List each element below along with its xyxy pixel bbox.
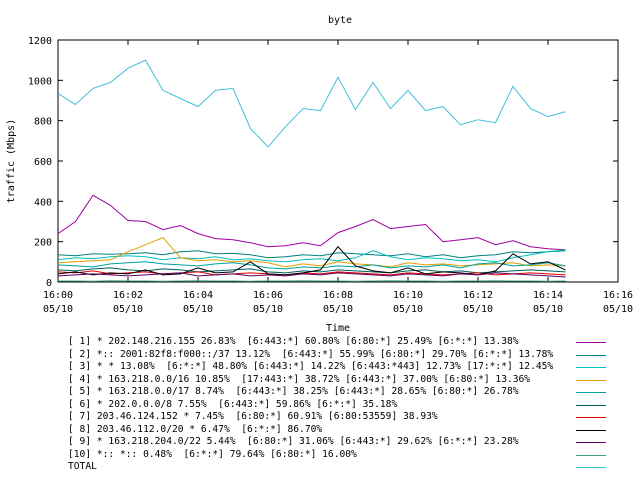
legend-swatch: [576, 367, 606, 368]
legend-swatch: [576, 404, 606, 406]
y-axis-label: traffic (Mbps): [6, 119, 17, 203]
legend-label: [ 4] * 163.218.0.0/16 10.85% [17:443:*] …: [68, 373, 531, 385]
legend-label: [ 3] * * 13.08% [6:*:*] 48.80% [6:443:*]…: [68, 361, 554, 372]
y-tick-label: 1000: [28, 76, 52, 87]
x-tick-label-date: 05/10: [183, 304, 213, 315]
legend: [ 1] * 202.148.216.155 26.83% [6:443:*] …: [68, 336, 638, 474]
y-tick-label: 200: [34, 238, 52, 249]
x-tick-label-time: 16:10: [393, 290, 423, 301]
x-tick-label-time: 16:06: [253, 290, 283, 301]
series-line-1: [57, 194, 566, 251]
legend-label: [ 7] 203.46.124.152 * 7.45% [6:80:*] 60.…: [68, 411, 438, 422]
x-tick-label-date: 05/10: [393, 304, 423, 315]
series-line-3: [57, 249, 566, 263]
legend-swatch: [576, 354, 606, 356]
series-line-2: [57, 250, 566, 259]
legend-entry: [ 4] * 163.218.0.0/16 10.85% [17:443:*] …: [68, 374, 638, 387]
series-line-7: [57, 270, 566, 276]
x-tick-label-date: 05/10: [43, 304, 73, 315]
legend-entry: [ 9] * 163.218.204.0/22 5.44% [6:80:*] 3…: [68, 436, 638, 449]
x-tick-label-time: 16:02: [113, 290, 143, 301]
legend-entry: [10] *:: *:: 0.48% [6:*:*] 79.64% [6:80:…: [68, 449, 638, 462]
legend-label: [ 8] 203.46.112.0/20 * 6.47% [6:*:*] 86.…: [68, 423, 323, 435]
series-lines: [57, 59, 566, 282]
traffic-chart: byte traffic (Mbps) Time 0 200 400 600 800 10…: [6, 15, 633, 334]
chart-title: byte: [328, 15, 352, 26]
legend-entry: [ 2] *:: 2001:82f8:f000::/37 13.12% [6:4…: [68, 349, 638, 362]
legend-swatch: [576, 442, 606, 443]
legend-label: TOTAL: [68, 461, 97, 472]
x-tick-label-date: 05/10: [463, 304, 493, 315]
x-tick-label-time: 16:08: [323, 290, 353, 301]
x-axis-label: Time: [326, 323, 350, 334]
series-line-11: [57, 59, 566, 148]
legend-swatch: [576, 379, 606, 381]
legend-entry: [ 8] 203.46.112.0/20 * 6.47% [6:*:*] 86.…: [68, 424, 638, 437]
legend-label: [ 9] * 163.218.204.0/22 5.44% [6:80:*] 3…: [68, 436, 519, 447]
legend-swatch: [576, 467, 606, 468]
legend-entry: [ 5] * 163.218.0.0/17 8.74% [6:443:*] 38…: [68, 386, 638, 399]
legend-label: [ 1] * 202.148.216.155 26.83% [6:443:*] …: [68, 336, 519, 347]
y-tick-label: 400: [34, 197, 52, 208]
x-tick-label-time: 16:04: [183, 290, 213, 301]
legend-label: [ 2] *:: 2001:82f8:f000::/37 13.12% [6:4…: [68, 348, 554, 360]
x-tick-label-date: 05/10: [253, 304, 283, 315]
x-tick-label-date: 05/10: [113, 304, 143, 315]
legend-entry: TOTAL: [68, 461, 638, 474]
x-tick-label-time: 16:14: [533, 290, 563, 301]
series-line-4: [57, 237, 566, 268]
x-tick-label-time: 16:12: [463, 290, 493, 301]
legend-label: [ 5] * 163.218.0.0/17 8.74% [6:443:*] 38…: [68, 386, 519, 397]
y-tick-label: 0: [46, 278, 52, 289]
legend-swatch: [576, 392, 606, 393]
legend-swatch: [576, 454, 606, 456]
legend-swatch: [576, 429, 606, 431]
legend-label: [10] *:: *:: 0.48% [6:*:*] 79.64% [6:80:…: [68, 448, 357, 460]
series-line-9: [57, 272, 566, 278]
y-tick-label: 1200: [28, 36, 52, 47]
legend-swatch: [576, 342, 606, 343]
y-tick-label: 600: [34, 157, 52, 168]
x-tick-label-date: 05/10: [533, 304, 563, 315]
legend-entry: [ 1] * 202.148.216.155 26.83% [6:443:*] …: [68, 336, 638, 349]
axes: 0 200 400 600 800 1000 1200 16:00 05/10 16:02 05/1…: [28, 36, 633, 315]
legend-entry: [ 6] * 202.0.0.0/8 7.55% [6:443:*] 59.86…: [68, 399, 638, 412]
series-line-5: [57, 261, 566, 270]
x-tick-label-date: 05/10: [603, 304, 633, 315]
legend-label: [ 6] * 202.0.0.0/8 7.55% [6:443:*] 59.86…: [68, 398, 398, 410]
legend-entry: [ 7] 203.46.124.152 * 7.45% [6:80:*] 60.…: [68, 411, 638, 424]
x-tick-label-time: 16:16: [603, 290, 633, 301]
x-tick-label-time: 16:00: [43, 290, 73, 301]
legend-swatch: [576, 417, 606, 418]
legend-entry: [ 3] * * 13.08% [6:*:*] 48.80% [6:443:*]…: [68, 361, 638, 374]
y-tick-label: 800: [34, 117, 52, 128]
x-tick-label-date: 05/10: [323, 304, 353, 315]
